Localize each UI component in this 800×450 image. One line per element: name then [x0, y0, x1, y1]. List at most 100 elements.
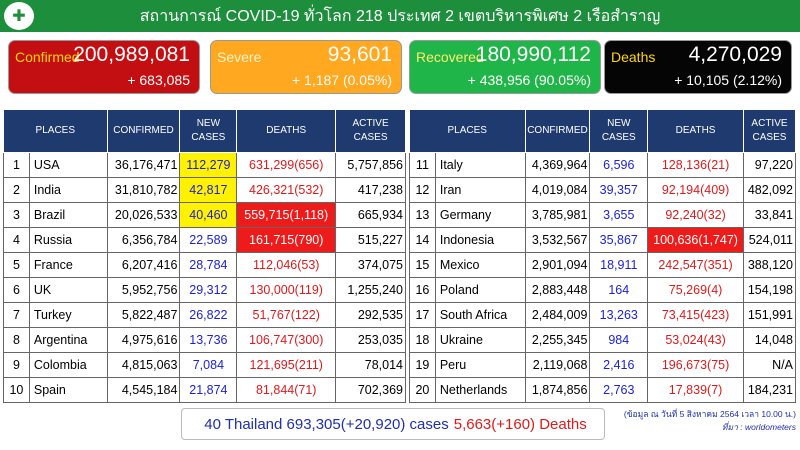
confirmed-cell: 2,119,068: [524, 352, 591, 378]
confirmed-cell: 2,484,009: [524, 302, 591, 328]
active-cell: 702,369: [335, 377, 406, 403]
place-cell: Russia: [28, 227, 108, 253]
table-row: 16 Poland 2,883,448 164 75,269(4) 154,198: [409, 277, 797, 303]
rank-cell: 17: [409, 302, 436, 328]
place-cell: Netherlands: [434, 377, 526, 403]
rank-cell: 1: [3, 152, 30, 178]
confirmed-cell: 6,356,784: [106, 227, 181, 253]
new-cases-cell: 39,357: [589, 177, 649, 203]
deaths-cell: 51,767(122): [236, 302, 337, 328]
deaths-cell: 559,715(1,118): [236, 202, 337, 228]
table-row: 19 Peru 2,119,068 2,416 196,673(75) N/A: [409, 352, 797, 378]
place-cell: Indonesia: [434, 227, 526, 253]
stat-value: 4,270,029: [688, 43, 782, 66]
place-cell: India: [28, 177, 108, 203]
confirmed-cell: 4,545,184: [106, 377, 181, 403]
active-cell: 151,991: [742, 302, 797, 328]
new-cases-cell: 3,655: [589, 202, 649, 228]
active-cell: 388,120: [742, 252, 797, 278]
table-row: 7 Turkey 5,822,487 26,822 51,767(122) 292,535: [3, 302, 406, 328]
table-row: 6 UK 5,952,756 29,312 130,000(119) 1,255,240: [3, 277, 406, 303]
rank-cell: 2: [3, 177, 30, 203]
active-cell: 292,535: [335, 302, 406, 328]
table-row: 3 Brazil 20,026,533 40,460 559,715(1,118) 665…: [3, 202, 406, 228]
active-cell: 524,011: [742, 227, 797, 253]
place-cell: Germany: [434, 202, 526, 228]
rank-cell: 8: [3, 327, 30, 353]
active-cell: N/A: [742, 352, 797, 378]
table-row: 12 Iran 4,019,084 39,357 92,194(409) 482,092: [409, 177, 797, 203]
confirmed-cell: 4,369,964: [524, 152, 591, 178]
new-cases-cell: 28,784: [179, 252, 238, 278]
confirmed-cell: 4,975,616: [106, 327, 181, 353]
rank-cell: 11: [409, 152, 436, 178]
active-cell: 78,014: [335, 352, 406, 378]
deaths-cell: 53,024(43): [647, 327, 744, 353]
rank-cell: 7: [3, 302, 30, 328]
deaths-cell: 631,299(656): [236, 152, 337, 178]
table-row: 5 France 6,207,416 28,784 112,046(53) 374,075: [3, 252, 406, 278]
rank-cell: 5: [3, 252, 30, 278]
stat-card-severe: Severe 93,601 + 1,187 (0.05%): [210, 40, 402, 94]
new-cases-cell: 2,763: [589, 377, 649, 403]
new-cases-cell: 26,822: [179, 302, 238, 328]
new-cases-cell: 7,084: [179, 352, 238, 378]
col-header-new-cases: NEW CASES: [179, 109, 238, 153]
rank-cell: 20: [409, 377, 436, 403]
confirmed-cell: 5,952,756: [106, 277, 181, 303]
confirmed-cell: 6,207,416: [106, 252, 181, 278]
place-cell: Peru: [434, 352, 526, 378]
new-cases-cell: 112,279: [179, 152, 238, 178]
new-cases-cell: 13,736: [179, 327, 238, 353]
deaths-cell: 128,136(21): [647, 152, 744, 178]
rank-cell: 13: [409, 202, 436, 228]
deaths-cell: 112,046(53): [236, 252, 337, 278]
deaths-cell: 121,695(211): [236, 352, 337, 378]
rank-cell: 6: [3, 277, 30, 303]
confirmed-cell: 20,026,533: [106, 202, 181, 228]
rank-cell: 16: [409, 277, 436, 303]
place-cell: Spain: [28, 377, 108, 403]
rank-cell: 18: [409, 327, 436, 353]
left-country-table: PLACES CONFIRMED NEW CASES DEATHS ACTIVE…: [3, 109, 406, 403]
rank-cell: 14: [409, 227, 436, 253]
deaths-cell: 73,415(423): [647, 302, 744, 328]
new-cases-cell: 164: [589, 277, 649, 303]
new-cases-cell: 29,312: [179, 277, 238, 303]
table-row: 8 Argentina 4,975,616 13,736 106,747(300) 253…: [3, 327, 406, 353]
new-cases-cell: 13,263: [589, 302, 649, 328]
deaths-cell: 106,747(300): [236, 327, 337, 353]
active-cell: 14,048: [742, 327, 797, 353]
new-cases-cell: 6,596: [589, 152, 649, 178]
stat-label: Recovered: [416, 49, 484, 65]
place-cell: Iran: [434, 177, 526, 203]
table-row: 11 Italy 4,369,964 6,596 128,136(21) 97,220: [409, 152, 797, 178]
confirmed-cell: 4,019,084: [524, 177, 591, 203]
rank-cell: 19: [409, 352, 436, 378]
table-row: 20 Netherlands 1,874,856 2,763 17,839(7) 184,…: [409, 377, 797, 403]
place-cell: Poland: [434, 277, 526, 303]
deaths-cell: 196,673(75): [647, 352, 744, 378]
place-cell: Italy: [434, 152, 526, 178]
table-row: 1 USA 36,176,471 112,279 631,299(656) 5,757,8…: [3, 152, 406, 178]
active-cell: 1,255,240: [335, 277, 406, 303]
new-cases-cell: 40,460: [179, 202, 238, 228]
rank-cell: 12: [409, 177, 436, 203]
deaths-cell: 161,715(790): [236, 227, 337, 253]
deaths-cell: 92,194(409): [647, 177, 744, 203]
stat-value: 180,990,112: [475, 43, 591, 66]
new-cases-cell: 42,817: [179, 177, 238, 203]
place-cell: Turkey: [28, 302, 108, 328]
active-cell: 184,231: [742, 377, 797, 403]
stat-value: 93,601: [327, 43, 392, 66]
active-cell: 515,227: [335, 227, 406, 253]
confirmed-cell: 5,822,487: [106, 302, 181, 328]
place-cell: South Africa: [434, 302, 526, 328]
thailand-deaths: 5,663(+160) Deaths: [453, 415, 587, 433]
col-header-places: PLACES: [3, 109, 108, 153]
place-cell: UK: [28, 277, 108, 303]
new-cases-cell: 18,911: [589, 252, 649, 278]
confirmed-cell: 31,810,782: [106, 177, 181, 203]
place-cell: Colombia: [28, 352, 108, 378]
col-header-deaths: DEATHS: [647, 109, 744, 153]
